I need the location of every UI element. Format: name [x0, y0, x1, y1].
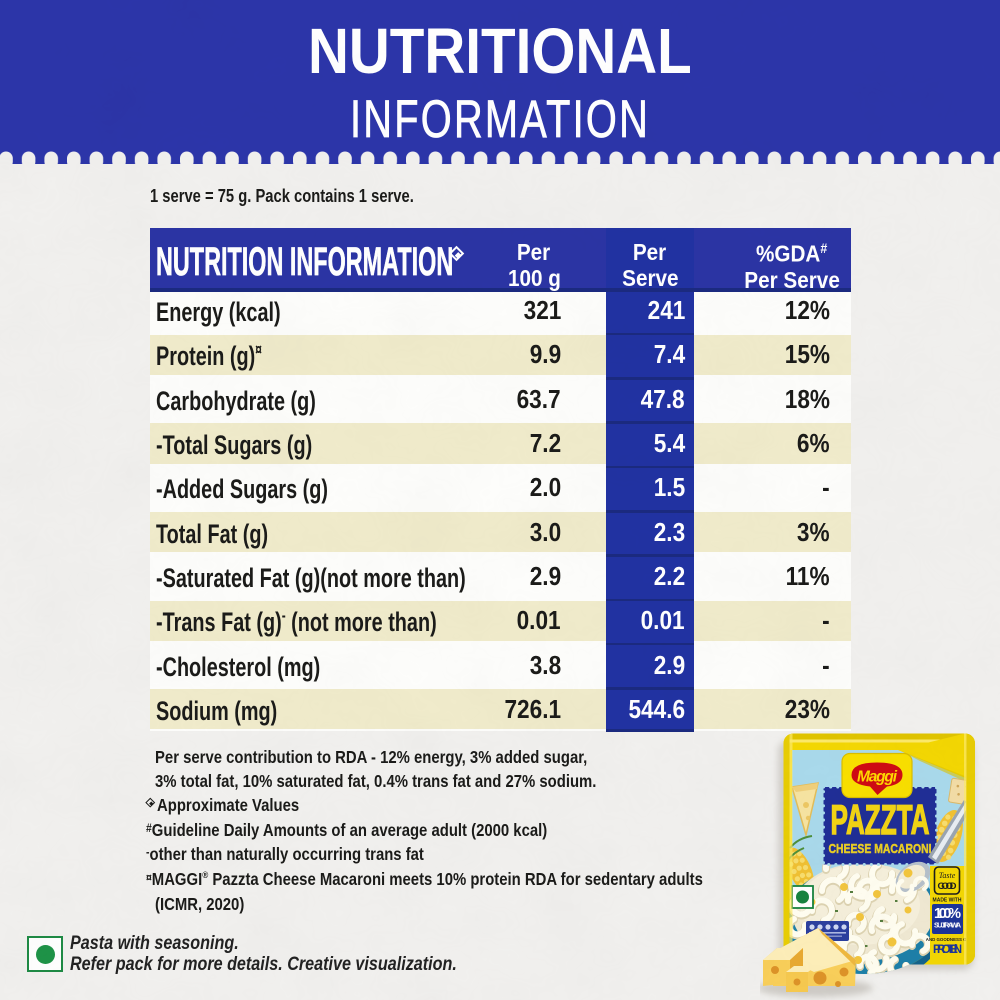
svg-text:AND GOODNESS OF: AND GOODNESS OF: [926, 937, 970, 942]
svg-text:Taste: Taste: [939, 871, 956, 880]
svg-text:CHEESE MACARONI: CHEESE MACARONI: [829, 841, 932, 856]
svg-text:100%: 100%: [934, 906, 961, 922]
svg-text:SUJI/RAWA: SUJI/RAWA: [934, 923, 961, 930]
svg-text:PAZZTA: PAZZTA: [831, 796, 930, 843]
svg-text:Maggi: Maggi: [857, 769, 898, 786]
svg-text:GOOD: GOOD: [938, 881, 957, 892]
svg-text:MADE WITH: MADE WITH: [933, 898, 962, 904]
svg-text:PROTEiN: PROTEiN: [933, 944, 962, 956]
